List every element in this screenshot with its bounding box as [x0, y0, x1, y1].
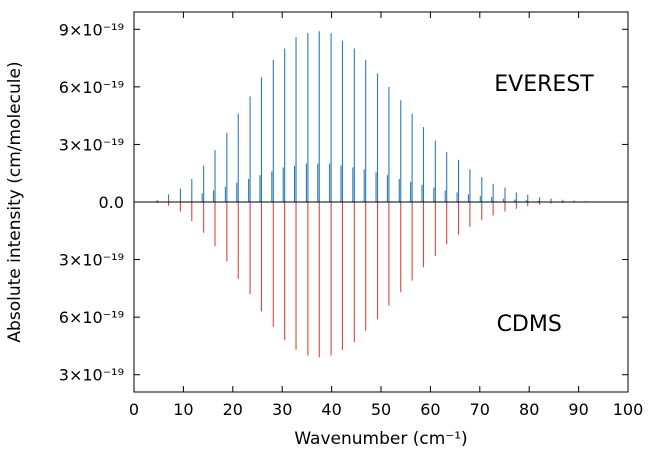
y-axis-title: Absolute intensity (cm/molecule)	[5, 61, 25, 342]
y-tick-label-5: 6×10⁻¹⁹	[59, 308, 124, 327]
axis-ticks	[133, 12, 629, 392]
x-tick-label-30: 30	[272, 400, 292, 419]
x-tick-label-0: 0	[129, 400, 139, 419]
everest-panel-label: EVEREST	[494, 72, 594, 97]
spectral-lines	[156, 31, 598, 358]
cdms-panel-label: CDMS	[497, 312, 562, 337]
y-tick-label-0: 9×10⁻¹⁹	[59, 20, 124, 39]
x-tick-label-70: 70	[470, 400, 490, 419]
y-tick-label-1: 6×10⁻¹⁹	[59, 78, 124, 97]
x-tick-label-100: 100	[613, 400, 644, 419]
x-tick-label-50: 50	[371, 400, 391, 419]
axis-tick-labels: 0 10 20 30 40 50 60 70 80 90 100 9×10⁻¹⁹ 6×10⁻¹⁹ 3×10…	[59, 20, 643, 419]
y-tick-label-6: 3×10⁻¹⁹	[59, 366, 124, 385]
y-tick-label-3: 0.0	[99, 193, 124, 212]
y-tick-label-4: 3×10⁻¹⁹	[59, 251, 124, 270]
x-tick-label-90: 90	[568, 400, 588, 419]
x-axis-title: Wavenumber (cm⁻¹)	[294, 429, 467, 449]
x-tick-label-80: 80	[519, 400, 539, 419]
x-tick-label-10: 10	[173, 400, 193, 419]
x-tick-label-60: 60	[420, 400, 440, 419]
x-tick-label-40: 40	[321, 400, 341, 419]
y-tick-label-2: 3×10⁻¹⁹	[59, 135, 124, 154]
x-tick-label-20: 20	[223, 400, 243, 419]
